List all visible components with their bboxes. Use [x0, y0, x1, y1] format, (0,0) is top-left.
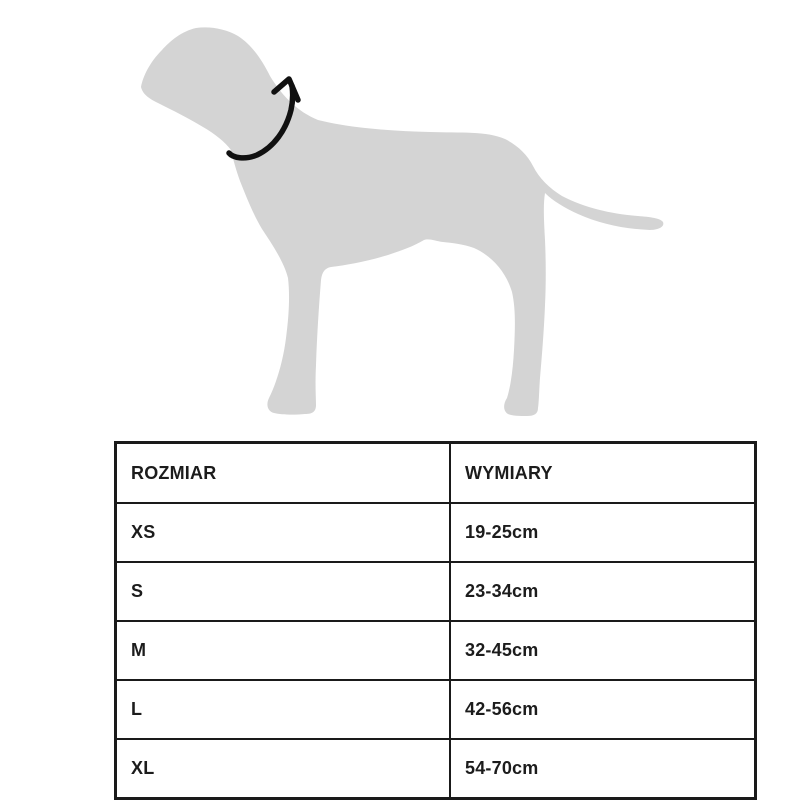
column-header-rozmiar: ROZMIAR: [114, 441, 451, 504]
size-table-body: XS 19-25cm S 23-34cm M 32-45cm L 42-56cm XL 54-70…: [114, 502, 757, 800]
table-row: S 23-34cm: [114, 561, 757, 622]
header-row: ROZMIAR WYMIARY: [114, 441, 757, 504]
size-cell: M: [114, 620, 451, 681]
size-cell: XS: [114, 502, 451, 563]
dimension-cell: 32-45cm: [449, 620, 757, 681]
dimension-cell: 42-56cm: [449, 679, 757, 740]
size-cell: XL: [114, 738, 451, 800]
size-table: ROZMIAR WYMIARY XS 19-25cm S 23-34cm M 32-45c…: [114, 441, 757, 800]
dimension-cell: 19-25cm: [449, 502, 757, 563]
column-header-wymiary: WYMIARY: [449, 441, 757, 504]
table-row: XS 19-25cm: [114, 502, 757, 563]
table-row: XL 54-70cm: [114, 738, 757, 800]
table-row: M 32-45cm: [114, 620, 757, 681]
neck-measure-arrowhead: [271, 76, 301, 103]
dimension-cell: 23-34cm: [449, 561, 757, 622]
dimension-cell: 54-70cm: [449, 738, 757, 800]
size-table-header: ROZMIAR WYMIARY: [114, 441, 757, 504]
neck-measure-arrow: [226, 83, 296, 161]
table-row: L 42-56cm: [114, 679, 757, 740]
dog-silhouette-shape: [141, 27, 664, 416]
dog-neck-measurement-illustration: [141, 27, 664, 416]
size-cell: S: [114, 561, 451, 622]
size-cell: L: [114, 679, 451, 740]
